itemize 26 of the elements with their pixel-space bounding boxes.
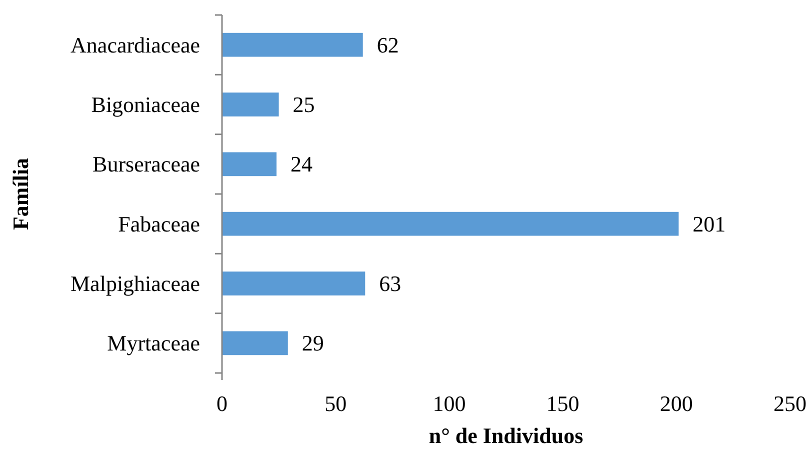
bar bbox=[222, 331, 288, 356]
x-tick-label: 200 bbox=[660, 391, 693, 416]
y-tick-label: Fabaceae bbox=[118, 211, 200, 236]
data-label: 62 bbox=[376, 32, 399, 58]
y-tick-label: Anacardiaceae bbox=[70, 32, 200, 58]
y-axis-title: Família bbox=[8, 158, 33, 230]
x-tick-label: 100 bbox=[432, 391, 466, 416]
y-tick-label: Malpighiaceae bbox=[70, 271, 200, 296]
data-label: 29 bbox=[302, 330, 324, 356]
x-tick-label: 150 bbox=[546, 391, 580, 416]
y-tick-label: Bigoniaceae bbox=[91, 92, 200, 117]
x-axis-title: n° de Individuos bbox=[428, 423, 584, 448]
x-tick-label: 50 bbox=[324, 391, 347, 416]
data-label: 24 bbox=[290, 152, 313, 177]
y-tick-label: Myrtaceae bbox=[107, 330, 200, 356]
bar bbox=[222, 92, 279, 116]
bar bbox=[222, 212, 679, 236]
x-tick-label: 250 bbox=[774, 391, 806, 416]
x-tick-label: 0 bbox=[216, 391, 228, 416]
data-label: 63 bbox=[379, 271, 402, 296]
data-label: 25 bbox=[292, 92, 315, 117]
bar bbox=[222, 152, 277, 176]
bar bbox=[222, 32, 363, 57]
data-label: 201 bbox=[692, 211, 726, 236]
bar bbox=[222, 272, 366, 296]
y-tick-label: Burseraceae bbox=[92, 152, 200, 177]
